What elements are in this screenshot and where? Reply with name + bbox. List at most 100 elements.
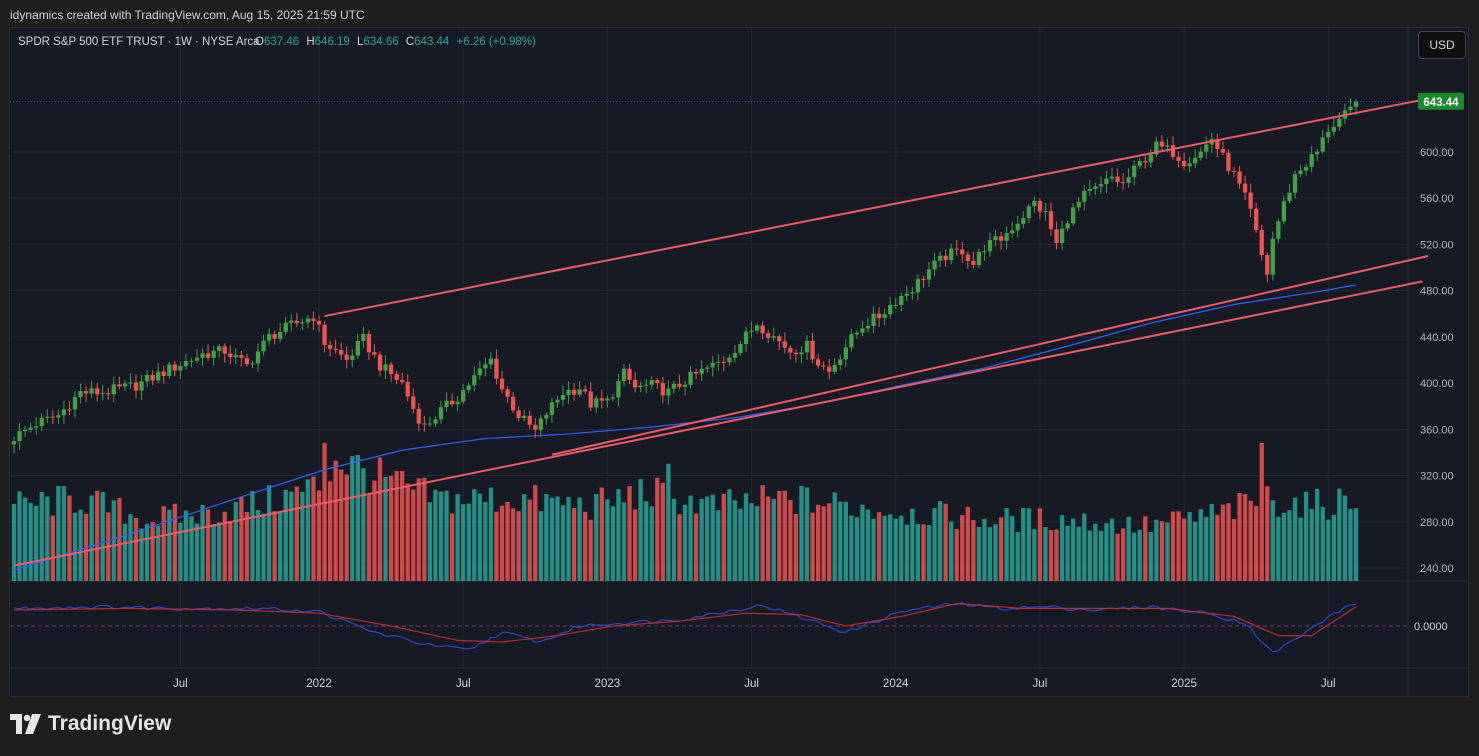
candle bbox=[372, 352, 377, 355]
volume-bar bbox=[1054, 529, 1059, 581]
volume-bar bbox=[666, 463, 671, 581]
volume-bar bbox=[1342, 495, 1348, 581]
volume-bar bbox=[217, 522, 222, 581]
candle bbox=[710, 362, 715, 368]
price-chart[interactable]: 0.0000 240.00 280.00 320.00 360.00 400.00 440… bbox=[10, 28, 1468, 696]
volume-bar bbox=[660, 482, 665, 581]
candle bbox=[1010, 230, 1015, 234]
candle bbox=[732, 353, 738, 358]
candle bbox=[527, 415, 532, 425]
volume-bar bbox=[505, 501, 510, 581]
volume-bar bbox=[250, 491, 255, 581]
price-tick-label: 280.00 bbox=[1420, 517, 1454, 529]
volume-bar bbox=[494, 511, 499, 581]
volume-bar bbox=[1309, 508, 1314, 581]
candle bbox=[793, 352, 799, 355]
volume-bar bbox=[1154, 519, 1159, 581]
candle bbox=[910, 292, 915, 294]
candle bbox=[660, 382, 665, 396]
volume-bar bbox=[472, 489, 477, 581]
candle bbox=[272, 334, 277, 339]
candle bbox=[344, 354, 349, 360]
volume-bar bbox=[533, 485, 538, 581]
candle bbox=[305, 318, 311, 323]
volume-bar bbox=[1265, 486, 1270, 581]
candle bbox=[1303, 166, 1309, 171]
candle bbox=[538, 418, 543, 430]
volume-bar bbox=[721, 493, 726, 581]
volume-bar bbox=[366, 494, 372, 581]
candle bbox=[749, 330, 754, 332]
volume-bar bbox=[854, 517, 860, 581]
candle bbox=[566, 389, 571, 396]
volume-bar bbox=[72, 512, 78, 581]
currency-button[interactable]: USD bbox=[1418, 31, 1466, 59]
volume-bar bbox=[754, 506, 760, 581]
volume-bar bbox=[194, 523, 200, 581]
volume-bar bbox=[477, 493, 482, 581]
volume-bar bbox=[871, 518, 876, 581]
volume-bar bbox=[926, 525, 932, 581]
volume-bar bbox=[316, 490, 322, 581]
volume-bar bbox=[910, 508, 915, 581]
candle bbox=[222, 346, 227, 354]
candle bbox=[882, 314, 887, 318]
candle bbox=[117, 384, 122, 387]
volume-bar bbox=[1065, 525, 1070, 581]
volume-bar bbox=[899, 515, 904, 581]
volume-bar bbox=[1087, 530, 1092, 581]
volume-bar bbox=[1076, 526, 1081, 581]
candle bbox=[937, 255, 943, 261]
volume-bar bbox=[294, 486, 299, 581]
volume-bar bbox=[710, 494, 715, 581]
volume-bar bbox=[1148, 531, 1153, 581]
volume-bar bbox=[743, 493, 749, 581]
candle bbox=[1215, 139, 1220, 149]
volume-bar bbox=[671, 498, 677, 581]
volume-bar bbox=[655, 477, 660, 581]
price-tick-label: 440.00 bbox=[1420, 332, 1454, 344]
volume-bar bbox=[416, 478, 421, 581]
volume-bar bbox=[438, 491, 444, 581]
candle bbox=[483, 364, 488, 369]
tradingview-logo[interactable]: TradingView bbox=[10, 712, 171, 736]
candle bbox=[466, 385, 471, 391]
volume-bar bbox=[993, 524, 998, 581]
candle bbox=[616, 381, 621, 398]
candle bbox=[72, 397, 78, 410]
volume-bar bbox=[998, 517, 1004, 581]
volume-bar bbox=[876, 512, 882, 581]
chart-panel[interactable]: 0.0000 240.00 280.00 320.00 360.00 400.00 440… bbox=[9, 27, 1469, 697]
candle bbox=[133, 382, 139, 391]
candle bbox=[366, 333, 372, 353]
volume-bar bbox=[649, 506, 654, 581]
candle bbox=[832, 364, 837, 372]
volume-bar bbox=[1204, 517, 1209, 581]
candle bbox=[932, 260, 937, 270]
candle bbox=[144, 375, 150, 382]
volume-bar bbox=[810, 512, 815, 581]
volume-bar bbox=[1137, 529, 1142, 581]
volume-bar bbox=[943, 503, 948, 581]
candle bbox=[388, 364, 394, 375]
tradingview-logo-icon bbox=[10, 714, 41, 734]
volume-bar bbox=[89, 495, 94, 581]
ohlc-legend: SPDR S&P 500 ETF TRUST · 1W · NYSE Arca … bbox=[18, 36, 536, 48]
candle bbox=[1287, 192, 1292, 202]
volume-bar bbox=[427, 502, 433, 581]
volume-bar bbox=[167, 509, 172, 581]
volume-bar bbox=[95, 490, 100, 581]
moving-average-line bbox=[13, 284, 1357, 571]
volume-bar bbox=[716, 510, 721, 581]
candle bbox=[122, 383, 128, 387]
candle bbox=[510, 396, 516, 411]
candle bbox=[233, 354, 238, 358]
volume-bar bbox=[200, 504, 205, 581]
candle bbox=[771, 336, 776, 338]
candle bbox=[860, 328, 865, 333]
candle bbox=[915, 278, 921, 293]
candle bbox=[316, 320, 322, 325]
volume-bar bbox=[1120, 528, 1126, 581]
volume-bar bbox=[1010, 516, 1015, 581]
volume-bar bbox=[594, 494, 599, 581]
